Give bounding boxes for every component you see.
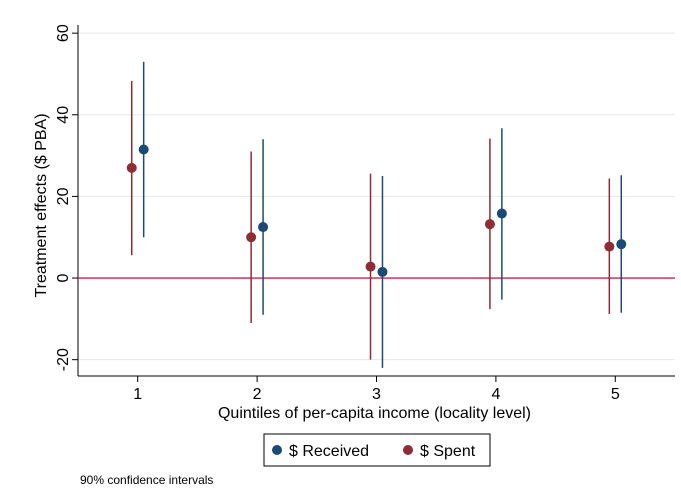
- y-tick-label: 60: [55, 24, 72, 42]
- series-received: [138, 61, 627, 368]
- x-tick-label: 3: [372, 386, 381, 403]
- point-estimate: [377, 266, 388, 277]
- legend-label: $ Received: [289, 443, 369, 460]
- point-estimate: [258, 222, 269, 233]
- x-axis-label: Quintiles of per-capita income (locality…: [218, 405, 531, 422]
- legend-marker: [403, 445, 413, 455]
- footnote: 90% confidence intervals: [80, 473, 214, 487]
- legend-marker: [272, 445, 282, 455]
- legend-box: [263, 433, 491, 467]
- x-tick-label: 4: [491, 386, 500, 403]
- x-axis-ticks: 1 2 3 4 5: [133, 376, 620, 403]
- y-axis-ticks: -20 0 20 40 60: [55, 24, 78, 371]
- legend-label: $ Spent: [420, 443, 476, 460]
- point-estimate: [484, 219, 495, 230]
- x-tick-label: 1: [133, 386, 142, 403]
- point-estimate: [365, 261, 376, 272]
- series-marks: [126, 61, 627, 368]
- point-estimate: [246, 232, 257, 243]
- point-estimate: [496, 208, 507, 219]
- point-estimate: [138, 144, 149, 155]
- point-estimate: [126, 162, 137, 173]
- series-spent: [126, 80, 615, 360]
- y-tick-label: -20: [55, 348, 72, 371]
- x-tick-label: 5: [611, 386, 620, 403]
- y-axis-label: Treatment effects ($ PBA): [33, 113, 50, 297]
- point-estimate: [616, 239, 627, 250]
- point-estimate: [604, 241, 615, 252]
- y-tick-label: 20: [55, 187, 72, 205]
- y-tick-label: 40: [55, 106, 72, 124]
- gridlines: [78, 32, 675, 361]
- legend: $ Received $ Spent: [263, 433, 491, 467]
- x-tick-label: 2: [253, 386, 262, 403]
- y-tick-label: 0: [55, 273, 72, 282]
